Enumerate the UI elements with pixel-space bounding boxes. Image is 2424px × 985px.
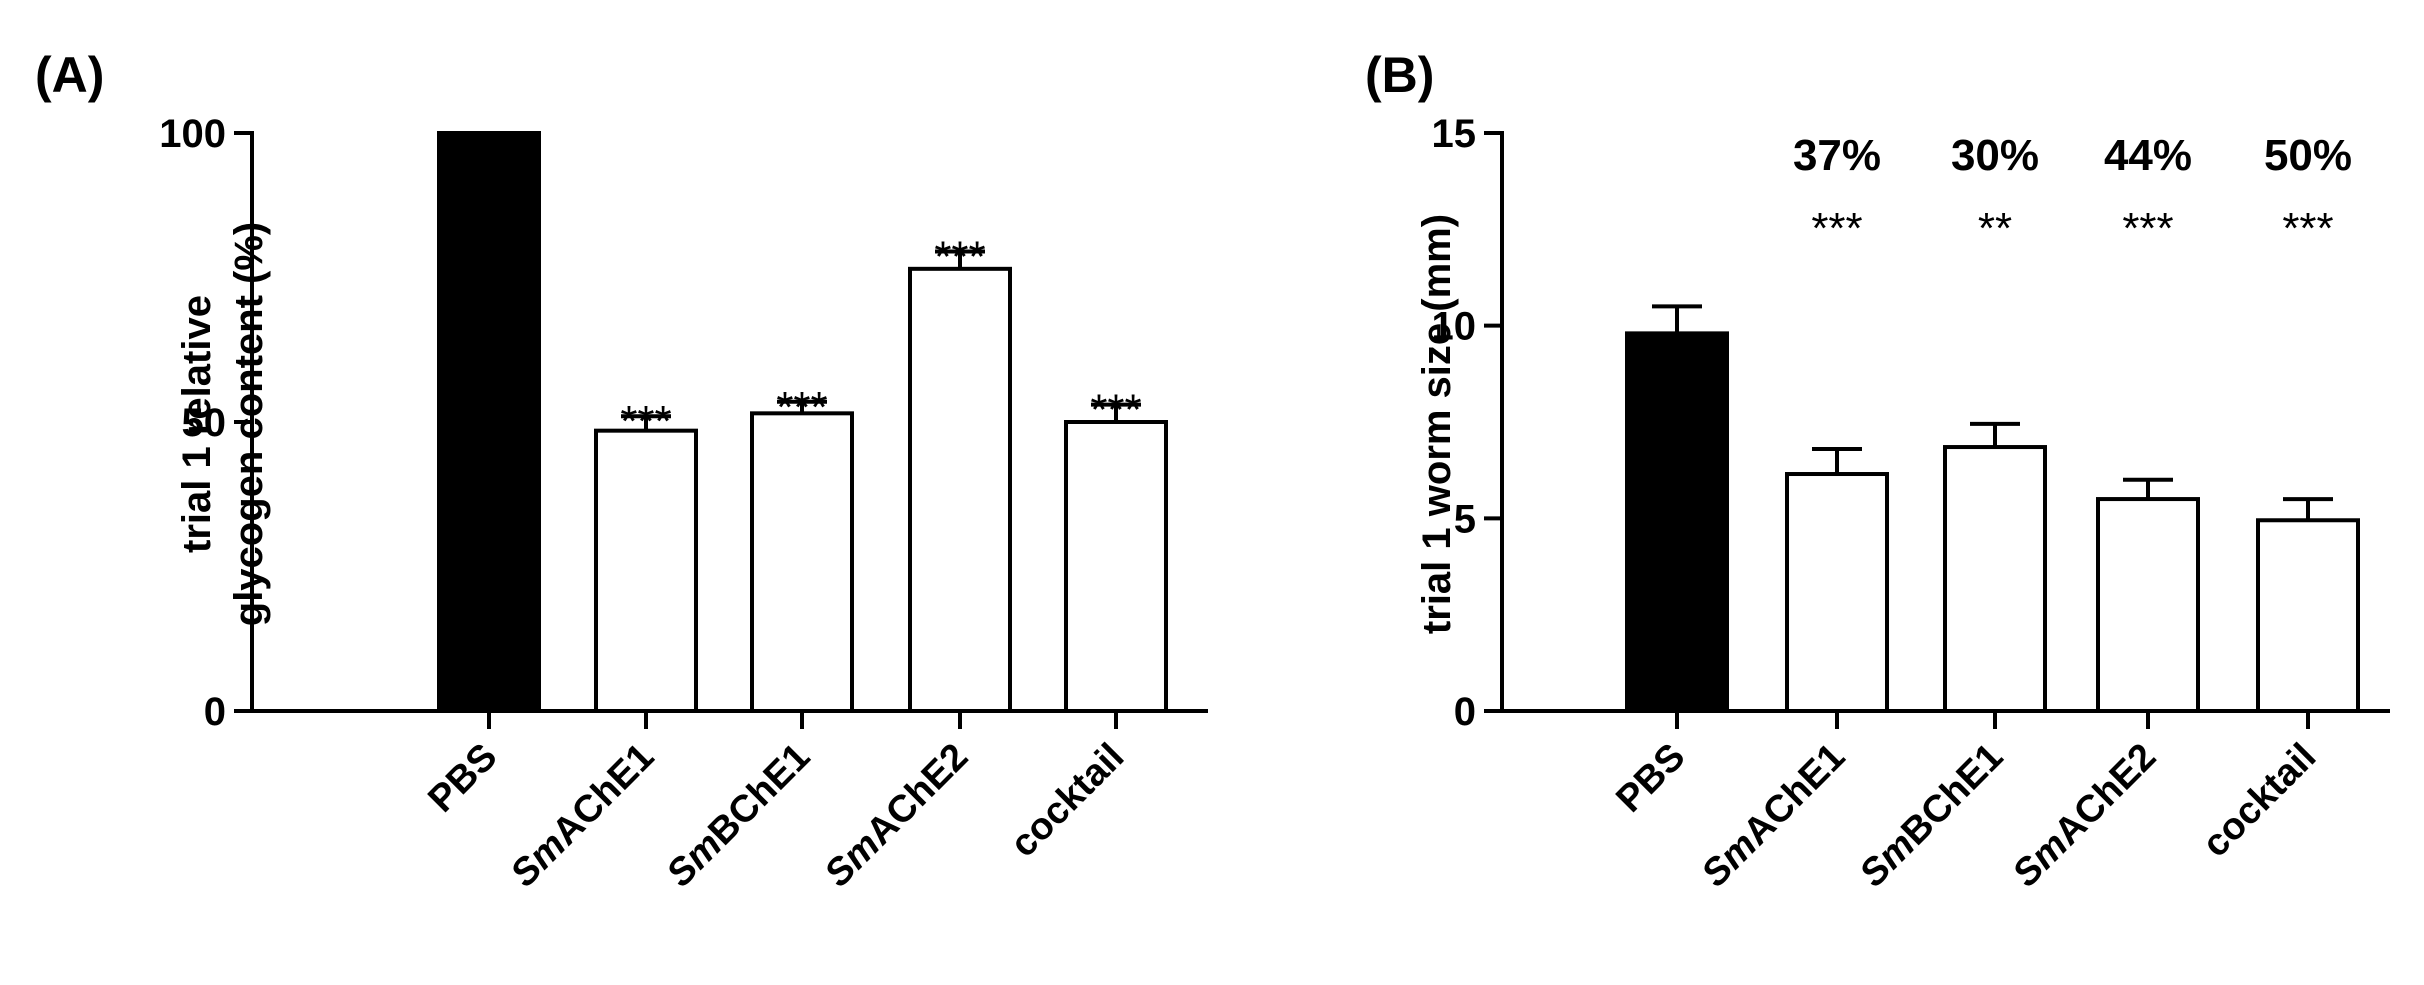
chart0-panel-label: (A)	[35, 47, 104, 103]
chart1-panel-label: (B)	[1365, 47, 1434, 103]
chart0-significance-3: ***	[934, 232, 985, 281]
chart1-significance-1: ***	[1811, 204, 1862, 253]
chart1-category-label-rest-3: AChE2	[2047, 736, 2165, 854]
chart0-bar-2	[750, 411, 854, 713]
chart0-bar-3	[908, 266, 1012, 713]
chart0-category-label-3: SmAChE2	[817, 736, 977, 896]
chart1-y-axis-title-line-0: trial 1 worm size (mm)	[1415, 214, 1459, 634]
chart0-category-label-rest-1: AChE1	[545, 736, 663, 854]
chart0-bar-4	[1064, 420, 1168, 713]
chart1-category-label-rest-4: cocktail	[2195, 736, 2325, 866]
chart0-category-label-0: PBS	[420, 736, 505, 821]
chart0-significance-4: ***	[1090, 386, 1141, 435]
chart1-category-label-0: PBS	[1608, 736, 1693, 821]
chart0-category-label-rest-2: BChE1	[701, 736, 819, 854]
chart1-percent-reduction-4: 50%	[2264, 131, 2352, 180]
chart0-y-tick-label-0: 0	[204, 690, 226, 734]
chart1-category-label-rest-0: PBS	[1608, 736, 1693, 821]
chart0-significance-2: ***	[776, 383, 827, 432]
chart0-significance-1: ***	[620, 397, 671, 446]
chart0-category-label-4: cocktail	[1003, 736, 1133, 866]
chart1-percent-reduction-2: 30%	[1951, 131, 2039, 180]
chart0-y-axis-title-line-1: glycogen content (%)	[227, 222, 271, 626]
chart1-percent-reduction-3: 44%	[2104, 131, 2192, 180]
chart0-y-tick-label-1: 50	[182, 401, 227, 445]
chart1-bar-3	[2096, 497, 2200, 714]
chart1-significance-4: ***	[2282, 204, 2333, 253]
chart1-y-tick-label-2: 10	[1432, 305, 1477, 349]
chart1-bar-1	[1785, 472, 1889, 713]
chart1-significance-2: **	[1978, 204, 2012, 253]
chart0-category-label-rest-0: PBS	[420, 736, 505, 821]
chart0-category-label-2: SmBChE1	[659, 736, 819, 896]
chart1-y-tick-label-0: 0	[1454, 690, 1476, 734]
chart1-category-label-4: cocktail	[2195, 736, 2325, 866]
chart1-category-label-1: SmAChE1	[1694, 736, 1854, 896]
chart1-bar-4	[2256, 518, 2360, 714]
chart0-bar-1	[594, 428, 698, 713]
chart0-panel: (A) PBS *** SmAChE1 *** SmBChE1 *** SmAChE2 *** c…	[35, 47, 1208, 895]
chart0-category-label-rest-3: AChE2	[859, 736, 977, 854]
chart1-category-label-rest-2: BChE1	[1894, 736, 2012, 854]
chart0-bar-0	[437, 131, 541, 713]
chart1-category-label-rest-1: AChE1	[1736, 736, 1854, 854]
chart1-panel: (B) PBS *** 37% SmAChE1 ** 30% SmBChE1 *** 44% SmA…	[1365, 47, 2390, 895]
chart1-y-tick-label-3: 15	[1432, 112, 1477, 156]
chart0-category-label-1: SmAChE1	[503, 736, 663, 896]
chart0-category-label-rest-4: cocktail	[1003, 736, 1133, 866]
chart1-category-label-2: SmBChE1	[1852, 736, 2012, 896]
chart1-bar-2	[1943, 445, 2047, 713]
chart1-significance-3: ***	[2122, 204, 2173, 253]
chart1-y-tick-label-1: 5	[1454, 497, 1476, 541]
chart0-y-axis-title-line-0: trial 1 relative	[175, 295, 219, 553]
chart1-bar-0	[1625, 331, 1729, 713]
chart0-y-tick-label-2: 100	[159, 112, 226, 156]
chart1-category-label-3: SmAChE2	[2005, 736, 2165, 896]
chart1-percent-reduction-1: 37%	[1793, 131, 1881, 180]
